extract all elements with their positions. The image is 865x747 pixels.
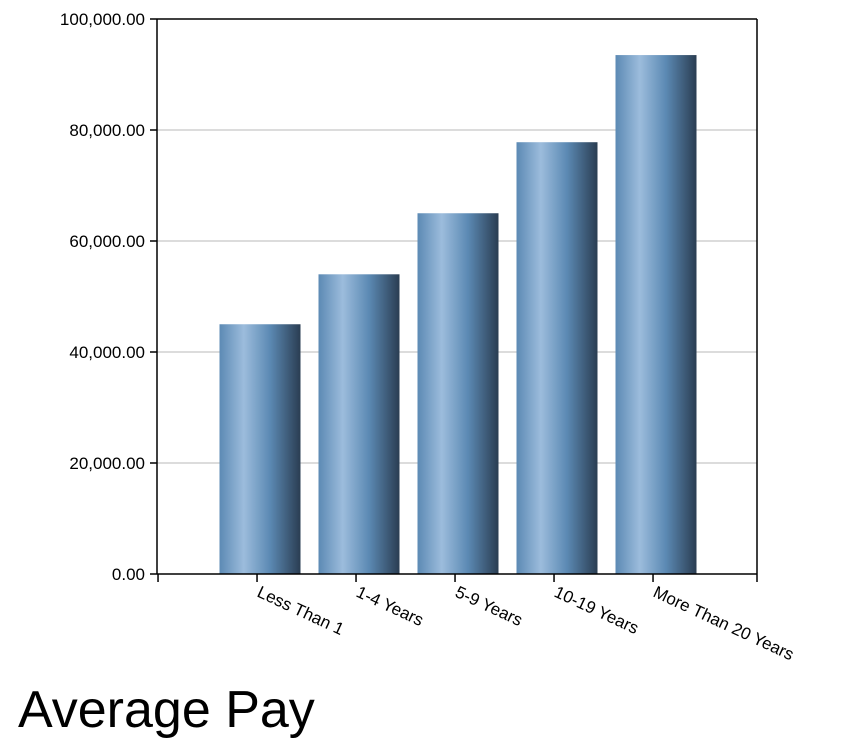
bar xyxy=(615,55,697,574)
x-tick-label: Less Than 1 xyxy=(254,582,347,639)
y-tick-label: 40,000.00 xyxy=(69,343,145,362)
x-tick-labels: Less Than 1 1-4 Years 5-9 Years 10-19 Years… xyxy=(254,582,797,664)
y-tick-label: 0.00 xyxy=(112,565,145,584)
x-tick-label: 10-19 Years xyxy=(551,582,641,638)
bar xyxy=(516,142,598,574)
y-tick-label: 100,000.00 xyxy=(60,10,145,29)
x-tick-label: 5-9 Years xyxy=(452,582,525,630)
y-tick-label: 20,000.00 xyxy=(69,454,145,473)
bars xyxy=(219,55,697,574)
x-tick-label: More Than 20 Years xyxy=(650,582,797,664)
chart-title: Average Pay xyxy=(18,681,315,739)
x-tick-label: 1-4 Years xyxy=(353,582,426,630)
axes xyxy=(150,18,758,582)
bar xyxy=(318,274,400,574)
y-tick-label: 80,000.00 xyxy=(69,121,145,140)
y-tick-labels: 0.00 20,000.00 40,000.00 60,000.00 80,000.00… xyxy=(60,10,145,584)
bar xyxy=(417,213,499,574)
y-tick-label: 60,000.00 xyxy=(69,232,145,251)
bar xyxy=(219,324,301,574)
